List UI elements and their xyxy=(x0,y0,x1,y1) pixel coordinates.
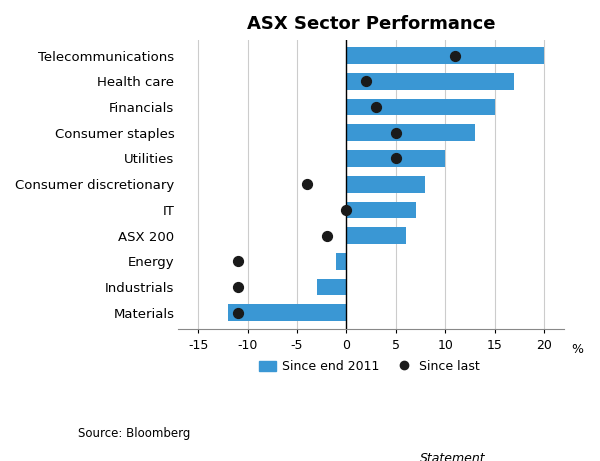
Bar xyxy=(346,176,425,193)
Text: Source: Bloomberg: Source: Bloomberg xyxy=(78,427,190,440)
Point xyxy=(371,103,381,111)
Point xyxy=(361,77,371,85)
Bar xyxy=(346,73,514,89)
Point xyxy=(302,180,311,188)
Bar xyxy=(346,47,544,64)
Legend: Since end 2011, Since last ​: Since end 2011, Since last ​ xyxy=(254,355,488,378)
Bar xyxy=(337,253,346,270)
Point xyxy=(391,155,401,162)
Text: %: % xyxy=(571,343,583,355)
Point xyxy=(233,284,242,291)
Point xyxy=(450,52,460,59)
Point xyxy=(391,129,401,136)
Point xyxy=(322,232,331,239)
Bar xyxy=(346,99,494,115)
Bar xyxy=(346,227,406,244)
Bar xyxy=(317,279,346,296)
Point xyxy=(341,206,351,213)
Bar xyxy=(228,304,346,321)
Point xyxy=(233,309,242,316)
Text: Statement: Statement xyxy=(420,451,485,461)
Point xyxy=(233,258,242,265)
Bar xyxy=(346,150,445,167)
Bar xyxy=(346,124,475,141)
Bar xyxy=(346,201,416,218)
Title: ASX Sector Performance: ASX Sector Performance xyxy=(247,15,496,33)
